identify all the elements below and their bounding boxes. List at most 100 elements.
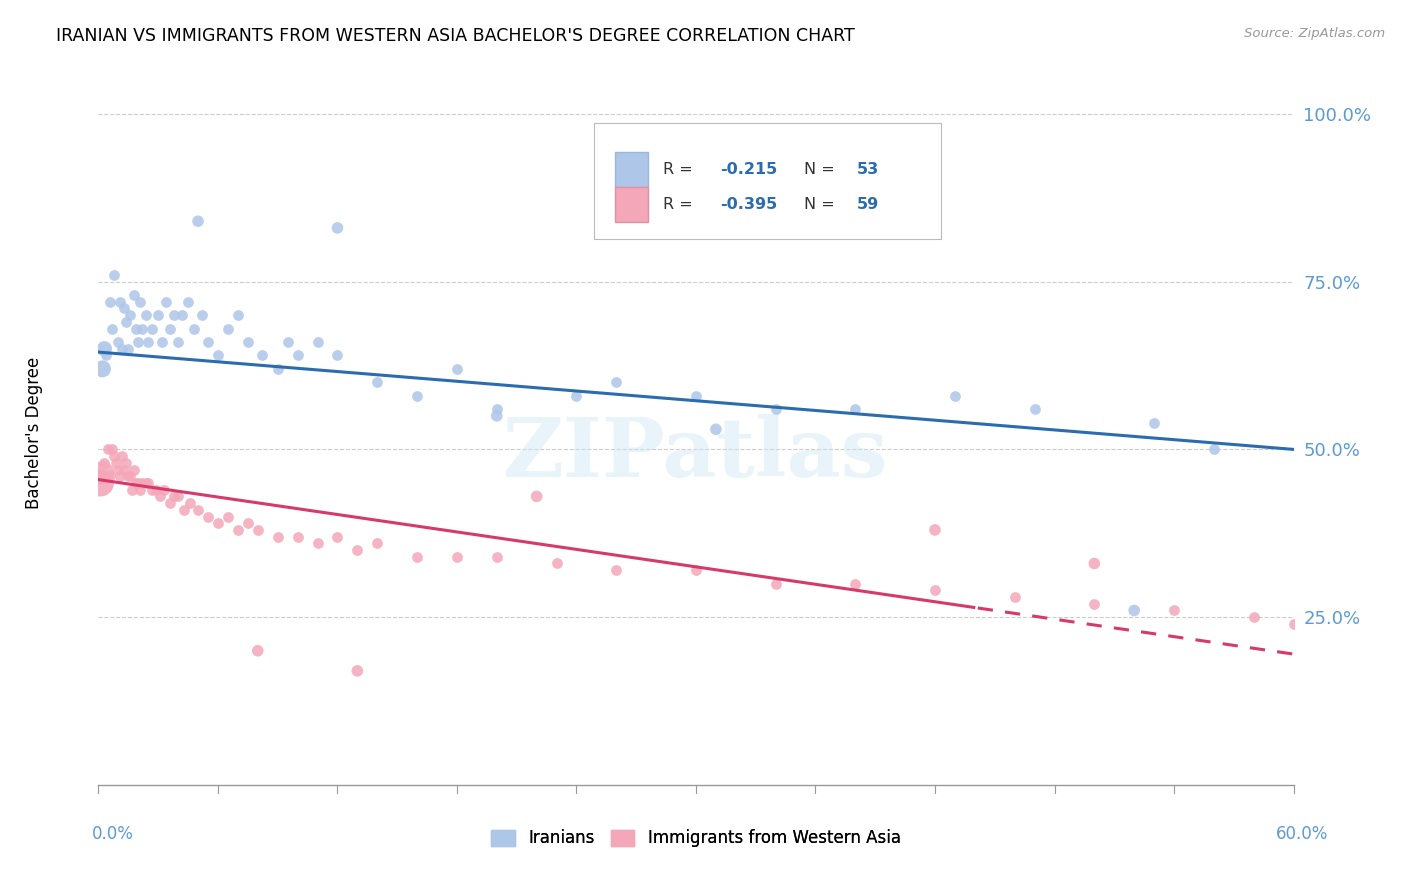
Point [145, 483, 167, 497]
Point [307, 334, 329, 349]
Point [135, 308, 157, 322]
Point [153, 483, 176, 497]
Point [98, 469, 122, 483]
Point [167, 489, 190, 503]
Point [197, 334, 219, 349]
Point [167, 334, 190, 349]
Point [131, 475, 153, 490]
Point [112, 301, 135, 316]
Point [346, 543, 368, 558]
Point [1163, 603, 1185, 617]
Point [1243, 610, 1265, 624]
Point [107, 462, 129, 476]
Point [103, 449, 125, 463]
Point [127, 475, 149, 490]
Point [765, 576, 787, 591]
Text: IRANIAN VS IMMIGRANTS FROM WESTERN ASIA BACHELOR'S DEGREE CORRELATION CHART: IRANIAN VS IMMIGRANTS FROM WESTERN ASIA … [56, 27, 855, 45]
Point [117, 469, 139, 483]
Point [98, 294, 122, 309]
Point [1083, 597, 1105, 611]
Point [236, 516, 259, 531]
Point [107, 334, 129, 349]
Point [844, 402, 866, 417]
Point [217, 509, 239, 524]
Y-axis label: Bachelor's Degree: Bachelor's Degree [25, 357, 42, 508]
Point [149, 489, 172, 503]
Point [1004, 590, 1026, 604]
Point [1143, 416, 1166, 430]
FancyBboxPatch shape [595, 122, 941, 239]
Text: 60.0%: 60.0% [1277, 825, 1329, 843]
Point [177, 294, 200, 309]
Point [110, 294, 132, 309]
Point [115, 315, 138, 329]
Point [226, 308, 249, 322]
Point [97, 442, 120, 457]
Point [135, 475, 157, 490]
Point [943, 389, 966, 403]
FancyBboxPatch shape [614, 187, 648, 222]
Point [704, 422, 727, 436]
Point [446, 362, 468, 376]
Point [250, 348, 273, 362]
Point [173, 503, 195, 517]
Point [366, 536, 388, 550]
Point [93, 456, 115, 470]
Point [546, 557, 568, 571]
Point [1282, 616, 1305, 631]
Point [183, 321, 205, 335]
Point [485, 402, 508, 417]
Point [246, 644, 269, 658]
Point [844, 576, 866, 591]
Point [179, 496, 201, 510]
Point [565, 389, 588, 403]
Point [110, 469, 132, 483]
Text: R =: R = [662, 162, 697, 178]
Point [91, 362, 114, 376]
Point [207, 516, 229, 531]
Point [163, 308, 186, 322]
Text: -0.215: -0.215 [720, 162, 778, 178]
Point [485, 549, 508, 564]
Point [172, 308, 194, 322]
Point [605, 563, 627, 577]
Point [141, 321, 163, 335]
Point [125, 475, 148, 490]
Point [120, 308, 142, 322]
Point [307, 536, 329, 550]
Point [924, 523, 946, 537]
Point [197, 509, 219, 524]
Point [287, 348, 309, 362]
Point [159, 496, 181, 510]
Point [124, 462, 146, 476]
Point [765, 402, 787, 417]
Point [366, 376, 388, 390]
Point [685, 563, 707, 577]
Text: 0.0%: 0.0% [91, 825, 134, 843]
Point [236, 334, 259, 349]
Point [207, 348, 229, 362]
Point [136, 475, 159, 490]
Point [685, 389, 707, 403]
Point [121, 483, 143, 497]
Point [1322, 624, 1344, 638]
Point [406, 549, 429, 564]
Point [96, 348, 118, 362]
Point [287, 530, 309, 544]
Point [446, 549, 468, 564]
Point [277, 334, 299, 349]
Point [187, 503, 209, 517]
Point [326, 530, 349, 544]
Legend: Iranians, Immigrants from Western Asia: Iranians, Immigrants from Western Asia [485, 822, 907, 855]
Point [226, 523, 249, 537]
Point [1024, 402, 1046, 417]
Point [127, 334, 149, 349]
Point [120, 469, 142, 483]
Point [125, 321, 148, 335]
FancyBboxPatch shape [614, 153, 648, 187]
Text: R =: R = [662, 197, 697, 212]
Point [1123, 603, 1146, 617]
Point [101, 442, 124, 457]
Point [159, 321, 181, 335]
Point [91, 466, 114, 480]
